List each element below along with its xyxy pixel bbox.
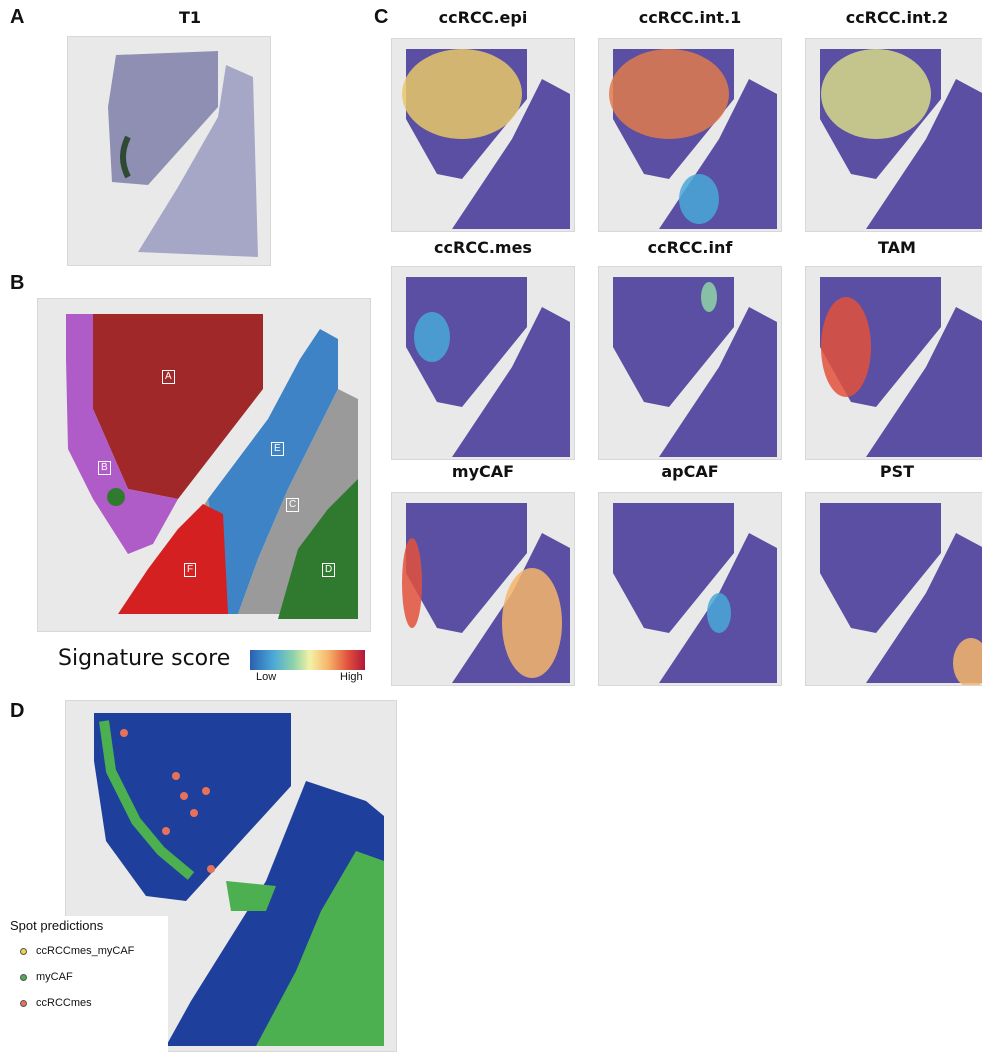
cluster-label-d: D	[322, 563, 336, 577]
spot-ccrccmes	[120, 729, 128, 737]
he-dark-region	[120, 135, 131, 179]
cluster-map: A B C D E F	[37, 298, 371, 632]
tissue-upper	[820, 503, 941, 633]
signature-heatmap	[598, 266, 782, 460]
spot-mycaf-region	[256, 851, 384, 1046]
signature-heatmap	[598, 492, 782, 686]
signature-title: myCAF	[451, 462, 515, 481]
spot-prediction-svg	[94, 713, 384, 1046]
signature-heatmap	[391, 492, 575, 686]
tissue-lower	[452, 79, 570, 229]
cluster-label-b: B	[98, 461, 111, 475]
spot-ccrccmes	[190, 809, 198, 817]
signature-hotspot	[679, 174, 719, 224]
signature-heatmap	[391, 266, 575, 460]
cluster-b-region	[66, 314, 178, 554]
panel-a-title: T1	[178, 8, 202, 27]
spot-mycaf-patch	[226, 881, 276, 911]
legend-label-ccrccmes-mycaf: ccRCCmes_myCAF	[36, 945, 135, 957]
signature-title: ccRCC.int.1	[638, 8, 742, 27]
cluster-label-a: A	[162, 370, 175, 384]
signature-heatmap	[598, 38, 782, 232]
cluster-map-svg	[66, 314, 358, 619]
legend-swatch-ccrccmes	[20, 1000, 27, 1007]
spot-ccrccmes	[162, 827, 170, 835]
tissue-upper	[406, 277, 527, 407]
signature-hotspot	[502, 568, 562, 678]
tissue-lower	[452, 307, 570, 457]
cluster-d-region	[278, 479, 358, 619]
signature-hotspot	[821, 49, 931, 139]
tissue-lower	[659, 307, 777, 457]
tissue-upper	[406, 503, 527, 633]
signature-title: ccRCC.epi	[438, 8, 528, 27]
signature-hotspot	[609, 49, 729, 139]
signature-title: ccRCC.mes	[434, 238, 532, 257]
he-image	[67, 36, 271, 266]
signature-title: apCAF	[661, 462, 719, 481]
tissue-lower	[866, 307, 982, 457]
cluster-label-f: F	[184, 563, 197, 577]
panel-b-letter: B	[10, 272, 25, 294]
he-tissue-lower	[138, 65, 258, 257]
colorbar-low-label: Low	[256, 671, 277, 683]
he-tissue-svg	[108, 51, 258, 257]
legend-label-ccrccmes: ccRCCmes	[36, 997, 92, 1009]
signature-heatmap	[391, 38, 575, 232]
colorbar	[250, 650, 365, 670]
tissue-lower	[866, 79, 982, 229]
legend-swatch-mycaf	[20, 974, 27, 981]
spot-legend: Spot predictions ccRCCmes_myCAF myCAF cc…	[8, 916, 168, 1056]
signature-heatmap	[805, 266, 982, 460]
signature-title: PST	[879, 462, 915, 481]
spot-ccrccmes	[172, 772, 180, 780]
signature-title: ccRCC.int.2	[845, 8, 949, 27]
panel-a-letter: A	[10, 6, 25, 28]
signature-heatmap	[805, 492, 982, 686]
spot-ccrccmes	[202, 787, 210, 795]
spot-ccrccmes	[207, 865, 215, 873]
legend-title: Spot predictions	[10, 918, 104, 933]
signature-title: TAM	[878, 238, 916, 257]
cluster-label-c: C	[286, 498, 300, 512]
tissue-lower	[866, 533, 982, 683]
cluster-e-region	[208, 329, 338, 614]
signature-hotspot	[414, 312, 450, 362]
tissue-upper	[613, 277, 734, 407]
colorbar-high-label: High	[340, 671, 363, 683]
spot-region-upper	[94, 713, 291, 901]
cluster-a-region	[93, 314, 263, 499]
cluster-label-e: E	[271, 442, 284, 456]
signature-hotspot	[402, 49, 522, 139]
panel-c-letter: C	[374, 6, 389, 28]
spot-mycaf-border	[99, 720, 195, 880]
panel-d-letter: D	[10, 700, 25, 722]
legend-label-mycaf: myCAF	[36, 971, 73, 983]
colorbar-title: Signature score	[58, 646, 231, 671]
signature-hotspot	[701, 282, 717, 312]
signature-hotspot	[953, 638, 982, 685]
tissue-upper	[613, 503, 734, 633]
signature-hotspot	[821, 297, 871, 397]
signature-heatmap	[805, 38, 982, 232]
legend-swatch-ccrccmes-mycaf	[20, 948, 27, 955]
cluster-d-spot	[107, 488, 125, 506]
he-tissue-upper	[108, 51, 218, 185]
spot-ccrccmes	[180, 792, 188, 800]
signature-hotspot	[402, 538, 422, 628]
signature-hotspot	[707, 593, 731, 633]
cluster-f-region	[118, 504, 228, 614]
signature-title: ccRCC.inf	[647, 238, 733, 257]
